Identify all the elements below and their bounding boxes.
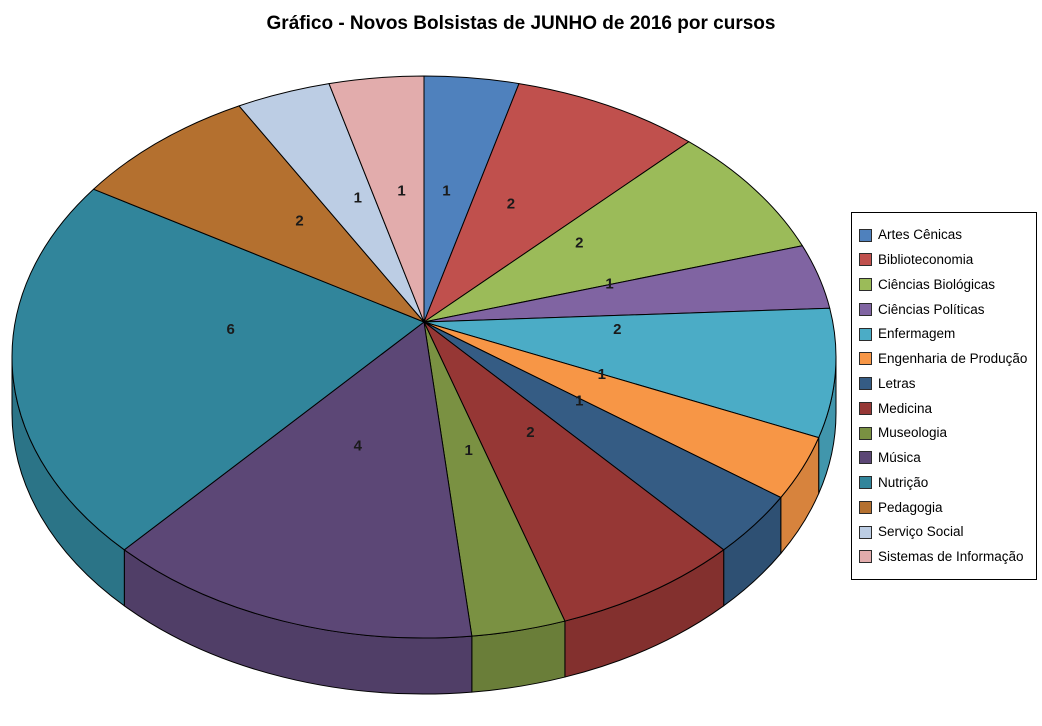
slice-value-label-ciencias-politicas: 1	[605, 276, 613, 293]
legend-label: Museologia	[878, 425, 948, 441]
legend-label: Medicina	[878, 400, 933, 416]
legend-item-enfermagem: Enfermagem	[859, 327, 1034, 341]
legend-label: Serviço Social	[878, 524, 964, 540]
slice-value-label-musica: 4	[354, 438, 363, 455]
slice-value-label-biblioteconomia: 2	[507, 195, 515, 212]
legend-item-nutricao: Nutrição	[859, 476, 1034, 490]
pie-slice-ciencias-biologicas	[423, 141, 803, 323]
slice-value-label-engenharia-de-producao: 1	[598, 366, 606, 383]
slice-value-label-letras: 1	[575, 392, 583, 409]
pie-slice-pedagogia	[93, 105, 425, 323]
legend-swatch-ciencias-politicas	[859, 302, 872, 316]
legend-item-ciencias-biologicas: Ciências Biológicas	[859, 278, 1034, 292]
pie-slice-medicina	[423, 321, 725, 622]
pie-slice-musica	[123, 321, 473, 639]
legend-swatch-servico-social	[859, 525, 872, 539]
legend-label: Pedagogia	[878, 499, 943, 515]
legend-swatch-musica	[859, 451, 872, 465]
slice-value-label-ciencias-biologicas: 2	[575, 235, 583, 252]
pie-slice-biblioteconomia	[423, 83, 690, 323]
legend-item-letras: Letras	[859, 377, 1034, 391]
legend-label: Música	[878, 450, 921, 466]
chart-title: Gráfico - Novos Bolsistas de JUNHO de 20…	[266, 13, 776, 34]
legend-label: Ciências Biológicas	[878, 276, 996, 292]
legend-item-sistemas-de-informacao: Sistemas de Informação	[859, 550, 1034, 564]
legend-label: Nutrição	[878, 474, 929, 490]
legend-swatch-engenharia-de-producao	[859, 352, 872, 366]
legend-item-pedagogia: Pedagogia	[859, 501, 1034, 515]
legend: Artes Cênicas Biblioteconomia Ciências Bio…	[851, 212, 1037, 580]
legend-swatch-ciencias-biologicas	[859, 278, 872, 292]
legend-label: Ciências Políticas	[878, 301, 985, 317]
legend-swatch-medicina	[859, 401, 872, 415]
legend-item-engenharia-de-producao: Engenharia de Produção	[859, 352, 1034, 366]
slice-value-label-enfermagem: 2	[613, 321, 621, 338]
legend-label: Letras	[878, 375, 916, 391]
legend-item-biblioteconomia: Biblioteconomia	[859, 253, 1034, 267]
legend-item-museologia: Museologia	[859, 426, 1034, 440]
legend-label: Biblioteconomia	[878, 252, 974, 268]
legend-swatch-artes-cenicas	[859, 228, 872, 242]
slice-value-label-servico-social: 1	[354, 189, 362, 206]
legend-swatch-letras	[859, 377, 872, 391]
legend-swatch-pedagogia	[859, 500, 872, 514]
slice-value-label-pedagogia: 2	[295, 212, 303, 229]
legend-label: Artes Cênicas	[878, 227, 963, 243]
legend-label: Sistemas de Informação	[878, 549, 1024, 565]
legend-item-servico-social: Serviço Social	[859, 525, 1034, 539]
pie-slice-enfermagem	[423, 307, 837, 439]
legend-swatch-sistemas-de-informacao	[859, 550, 872, 564]
pie-slice-sistemas-de-informacao	[328, 75, 425, 323]
legend-label: Engenharia de Produção	[878, 351, 1028, 367]
slice-value-label-medicina: 2	[526, 424, 534, 441]
legend-label: Enfermagem	[878, 326, 956, 342]
legend-swatch-enfermagem	[859, 327, 872, 341]
legend-swatch-biblioteconomia	[859, 253, 872, 267]
legend-swatch-nutricao	[859, 476, 872, 490]
slice-value-label-museologia: 1	[464, 442, 472, 459]
legend-item-musica: Música	[859, 451, 1034, 465]
slice-value-label-nutricao: 6	[227, 321, 235, 338]
slice-value-label-artes-cenicas: 1	[442, 182, 450, 199]
legend-item-ciencias-politicas: Ciências Políticas	[859, 303, 1034, 317]
legend-swatch-museologia	[859, 426, 872, 440]
legend-item-medicina: Medicina	[859, 402, 1034, 416]
legend-item-artes-cenicas: Artes Cênicas	[859, 228, 1034, 242]
slice-value-label-sistemas-de-informacao: 1	[397, 182, 405, 199]
pie-slice-nutricao	[11, 188, 425, 551]
